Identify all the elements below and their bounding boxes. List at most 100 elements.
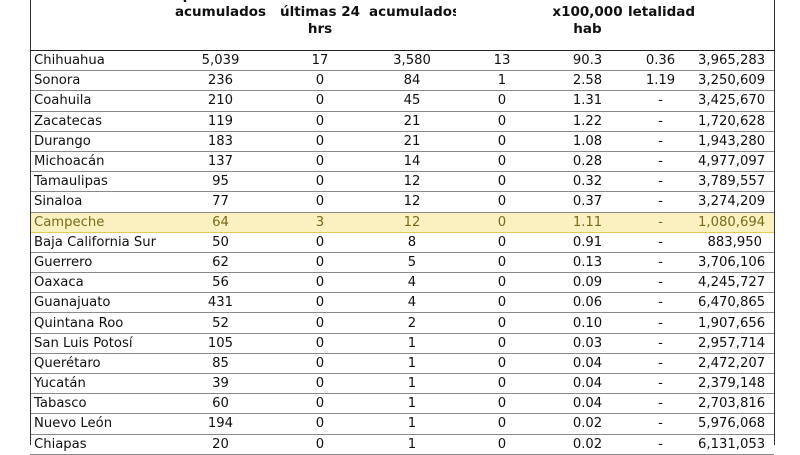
cell-ultimas-24: 0	[272, 333, 368, 354]
cell-incidencia: 0.04	[548, 373, 627, 395]
cell-incidencia: 2.58	[548, 70, 627, 92]
cell-poblacion: 1,907,656	[694, 312, 774, 334]
cell-probables: 20	[169, 434, 272, 455]
cell-defunciones: 0	[456, 333, 548, 354]
cell-defunciones: 0	[456, 373, 548, 395]
cell-ultimas-24: 0	[272, 232, 368, 253]
cell-poblacion: 6,470,865	[694, 292, 774, 314]
cell-probables: 77	[169, 191, 272, 213]
table-header: Estados probables acumulados os en las ú…	[30, 0, 774, 51]
cell-confirmados: 1	[368, 413, 456, 435]
cell-defunciones: 1	[456, 70, 548, 92]
cell-poblacion: 4,245,727	[694, 272, 774, 294]
cell-confirmados: 3,580	[368, 50, 456, 72]
cell-poblacion: 2,472,207	[694, 353, 774, 375]
cell-letalidad: -	[627, 353, 694, 375]
cell-confirmados: 4	[368, 292, 456, 314]
cell-incidencia: 0.06	[548, 292, 627, 314]
cell-ultimas-24: 0	[272, 272, 368, 294]
cell-letalidad: -	[627, 111, 694, 132]
cell-poblacion: 2,703,816	[694, 393, 774, 415]
header-estados: Estados	[30, 0, 169, 51]
cell-incidencia: 1.22	[548, 111, 627, 132]
cell-letalidad: -	[627, 232, 694, 253]
cell-defunciones: 0	[456, 131, 548, 152]
cell-confirmados: 21	[368, 111, 456, 132]
cell-estado: Tamaulipas	[30, 171, 169, 193]
cell-probables: 236	[169, 70, 272, 92]
cell-incidencia: 0.09	[548, 272, 627, 294]
cell-letalidad: -	[627, 151, 694, 173]
table-row: Michoacán 137 0 14 0 0.28-4,977,097	[30, 151, 774, 173]
cell-incidencia: 0.13	[548, 252, 627, 274]
cell-estado: Quintana Roo	[30, 312, 169, 334]
cell-defunciones: 0	[456, 292, 548, 314]
cell-probables: 56	[169, 272, 272, 294]
cell-confirmados: 5	[368, 252, 456, 274]
cell-letalidad: -	[627, 211, 694, 233]
cell-probables: 52	[169, 312, 272, 334]
cell-poblacion: 3,425,670	[694, 90, 774, 112]
cell-ultimas-24: 0	[272, 252, 368, 274]
table-row: San Luis Potosí 105 0 1 0 0.03-2,957,714	[30, 333, 774, 354]
cell-poblacion: 3,250,609	[694, 70, 774, 92]
cell-confirmados: 14	[368, 151, 456, 173]
header-defunciones: Defunciones	[456, 0, 548, 51]
cell-poblacion: 3,789,557	[694, 171, 774, 193]
cell-probables: 105	[169, 333, 272, 354]
cell-letalidad: -	[627, 333, 694, 354]
cases-table: Estados probables acumulados os en las ú…	[30, 0, 774, 455]
cell-defunciones: 0	[456, 252, 548, 274]
cell-ultimas-24: 0	[272, 111, 368, 132]
right-rule	[774, 0, 775, 445]
cell-confirmados: 84	[368, 70, 456, 92]
cell-letalidad: -	[627, 90, 694, 112]
cell-ultimas-24: 0	[272, 312, 368, 334]
cell-confirmados: 1	[368, 434, 456, 455]
cell-letalidad: 1.19	[627, 70, 694, 92]
cell-probables: 5,039	[169, 50, 272, 72]
cell-confirmados: 12	[368, 171, 456, 193]
cell-defunciones: 0	[456, 393, 548, 415]
table-row: Quintana Roo 52 0 2 0 0.10-1,907,656	[30, 312, 774, 334]
cell-probables: 431	[169, 292, 272, 314]
header-ultimas-24: os en las últimas 24 hrs	[272, 0, 368, 51]
cell-probables: 95	[169, 171, 272, 193]
cell-estado: Nuevo León	[30, 413, 169, 435]
table-row: Sonora 236 0 84 1 2.58 1.19 3,250,609	[30, 70, 774, 92]
table-row: Guerrero 62 0 5 0 0.13-3,706,106	[30, 252, 774, 274]
cell-estado: Guerrero	[30, 252, 169, 274]
cell-estado: Chihuahua	[30, 50, 169, 72]
cell-poblacion: 1,080,694	[694, 211, 774, 233]
table-row: Zacatecas 119 0 21 0 1.22-1,720,628	[30, 111, 774, 132]
cell-letalidad: 0.36	[627, 50, 694, 72]
cell-letalidad: -	[627, 434, 694, 455]
cell-probables: 137	[169, 151, 272, 173]
cell-defunciones: 0	[456, 434, 548, 455]
cell-defunciones: 0	[456, 211, 548, 233]
cell-ultimas-24: 17	[272, 50, 368, 72]
cell-poblacion: 1,943,280	[694, 131, 774, 152]
header-row: Estados probables acumulados os en las ú…	[30, 0, 774, 51]
cell-defunciones: 0	[456, 312, 548, 334]
cell-estado: Durango	[30, 131, 169, 152]
cell-defunciones: 0	[456, 413, 548, 435]
table-row: Oaxaca 56 0 4 0 0.09-4,245,727	[30, 272, 774, 294]
cell-ultimas-24: 0	[272, 151, 368, 173]
header-poblaciones: Poblaciones	[694, 0, 774, 51]
cell-letalidad: -	[627, 413, 694, 435]
cell-confirmados: 45	[368, 90, 456, 112]
cell-incidencia: 0.04	[548, 353, 627, 375]
cell-incidencia: 0.02	[548, 413, 627, 435]
cell-incidencia: 90.3	[548, 50, 627, 72]
cell-defunciones: 13	[456, 50, 548, 72]
cell-estado: Chiapas	[30, 434, 169, 455]
cell-estado: Sonora	[30, 70, 169, 92]
cell-letalidad: -	[627, 191, 694, 213]
cell-ultimas-24: 0	[272, 413, 368, 435]
cell-incidencia: 0.32	[548, 171, 627, 193]
table-row: Yucatán 39 0 1 0 0.04-2,379,148	[30, 373, 774, 395]
table-row: Sinaloa 77 0 12 0 0.37-3,274,209	[30, 191, 774, 213]
cell-poblacion: 4,977,097	[694, 151, 774, 173]
cell-letalidad: -	[627, 272, 694, 294]
